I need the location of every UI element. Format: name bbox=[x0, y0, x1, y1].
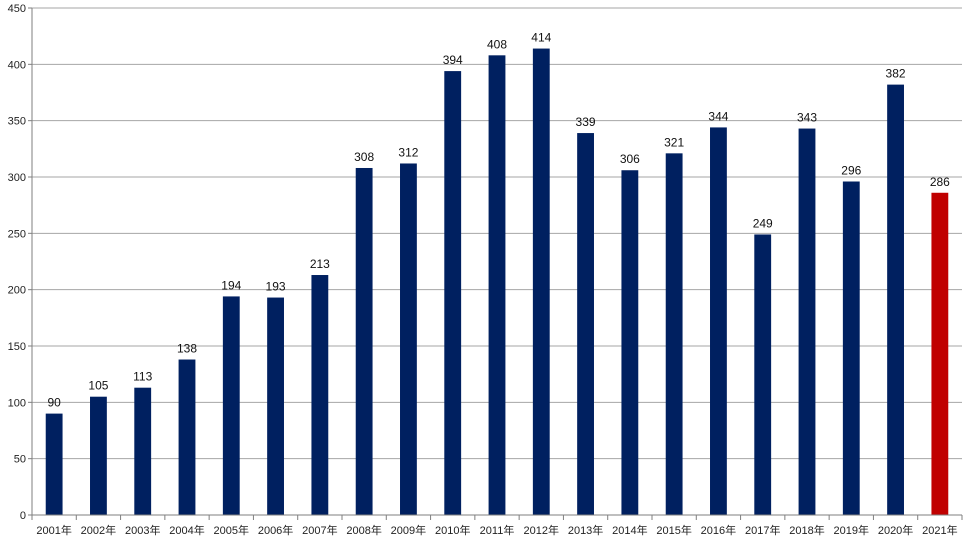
bar-2014年 bbox=[621, 170, 639, 516]
y-tick-label: 200 bbox=[8, 285, 26, 297]
y-tick-label: 100 bbox=[8, 397, 26, 409]
x-tick-label: 2006年 bbox=[258, 523, 293, 537]
bar-2010年 bbox=[444, 71, 462, 516]
x-tick-label: 2018年 bbox=[789, 523, 824, 537]
data-label: 105 bbox=[88, 379, 108, 393]
y-tick-label: 250 bbox=[8, 228, 26, 240]
bar-2020年 bbox=[887, 84, 904, 515]
data-labels: 90 105 113 138 194 193 213 308 312 394 408 414 339 30… bbox=[47, 31, 950, 410]
data-label: 306 bbox=[620, 152, 640, 166]
data-label: 408 bbox=[487, 37, 507, 51]
data-label: 344 bbox=[708, 109, 728, 123]
y-tick-label: 0 bbox=[20, 510, 26, 522]
bar-2012年 bbox=[532, 48, 550, 516]
x-tick-label: 2012年 bbox=[524, 523, 559, 537]
x-tick-label: 2007年 bbox=[302, 523, 337, 537]
bar-2009年 bbox=[400, 163, 417, 516]
x-tick-label: 2021年 bbox=[922, 523, 957, 537]
data-label: 286 bbox=[930, 175, 950, 189]
bar-2007年 bbox=[311, 275, 329, 515]
x-tick-label: 2016年 bbox=[701, 523, 736, 537]
data-label: 343 bbox=[797, 111, 817, 125]
bar-2016年 bbox=[710, 127, 727, 515]
bar-2019年 bbox=[842, 181, 860, 516]
x-axis-ticks: 2001年 2002年 2003年 2004年 2005年 2006年 2007年 2008年… bbox=[31, 515, 963, 537]
x-tick-label: 2013年 bbox=[568, 523, 603, 537]
axes bbox=[28, 7, 962, 516]
y-axis-ticks: 0 50 100 150 200 250 300 350 400 450 bbox=[8, 3, 26, 522]
bar-2004年 bbox=[178, 359, 196, 515]
y-tick-label: 450 bbox=[8, 3, 26, 15]
data-label: 113 bbox=[133, 370, 152, 384]
y-tick-label: 300 bbox=[8, 172, 26, 184]
x-tick-label: 2001年 bbox=[36, 523, 71, 537]
data-label: 339 bbox=[576, 115, 596, 129]
data-label: 321 bbox=[664, 135, 684, 149]
data-label: 90 bbox=[47, 396, 61, 410]
data-label: 213 bbox=[310, 257, 330, 271]
bar-2017年 bbox=[754, 234, 772, 515]
data-label: 249 bbox=[753, 216, 773, 230]
bar-2008年 bbox=[355, 167, 373, 515]
bar-2018年 bbox=[798, 128, 816, 515]
bar-2021年 bbox=[931, 192, 949, 516]
x-tick-label: 2009年 bbox=[391, 523, 426, 537]
data-label: 394 bbox=[443, 53, 463, 67]
data-label: 312 bbox=[398, 145, 418, 159]
x-tick-label: 2003年 bbox=[125, 523, 160, 537]
data-label: 308 bbox=[354, 150, 374, 164]
bar-2003年 bbox=[134, 387, 152, 515]
y-tick-label: 50 bbox=[14, 454, 26, 466]
x-tick-label: 2005年 bbox=[214, 523, 249, 537]
x-tick-label: 2019年 bbox=[834, 523, 869, 537]
x-tick-label: 2015年 bbox=[656, 523, 691, 537]
bar-2011年 bbox=[488, 55, 506, 515]
x-tick-label: 2020年 bbox=[878, 523, 913, 537]
y-tick-label: 400 bbox=[8, 59, 26, 71]
bar-2013年 bbox=[577, 133, 594, 515]
x-tick-label: 2002年 bbox=[81, 523, 116, 537]
x-tick-label: 2011年 bbox=[480, 523, 515, 537]
data-label: 296 bbox=[841, 164, 861, 178]
bar-2002年 bbox=[90, 396, 107, 515]
data-label: 194 bbox=[221, 278, 241, 292]
data-label: 414 bbox=[531, 31, 551, 45]
y-tick-label: 150 bbox=[8, 341, 26, 353]
x-tick-label: 2010年 bbox=[435, 523, 470, 537]
data-label: 138 bbox=[177, 342, 197, 356]
bar-2015年 bbox=[665, 153, 683, 515]
y-tick-label: 350 bbox=[8, 116, 26, 128]
bar-2005年 bbox=[222, 296, 240, 515]
bar-2001年 bbox=[45, 413, 63, 515]
x-tick-label: 2008年 bbox=[346, 523, 381, 537]
bars bbox=[45, 48, 949, 516]
x-tick-label: 2014年 bbox=[612, 523, 647, 537]
x-tick-label: 2004年 bbox=[169, 523, 204, 537]
data-label: 382 bbox=[886, 67, 906, 81]
data-label: 193 bbox=[266, 280, 286, 294]
bar-2006年 bbox=[267, 297, 284, 515]
x-tick-label: 2017年 bbox=[745, 523, 780, 537]
